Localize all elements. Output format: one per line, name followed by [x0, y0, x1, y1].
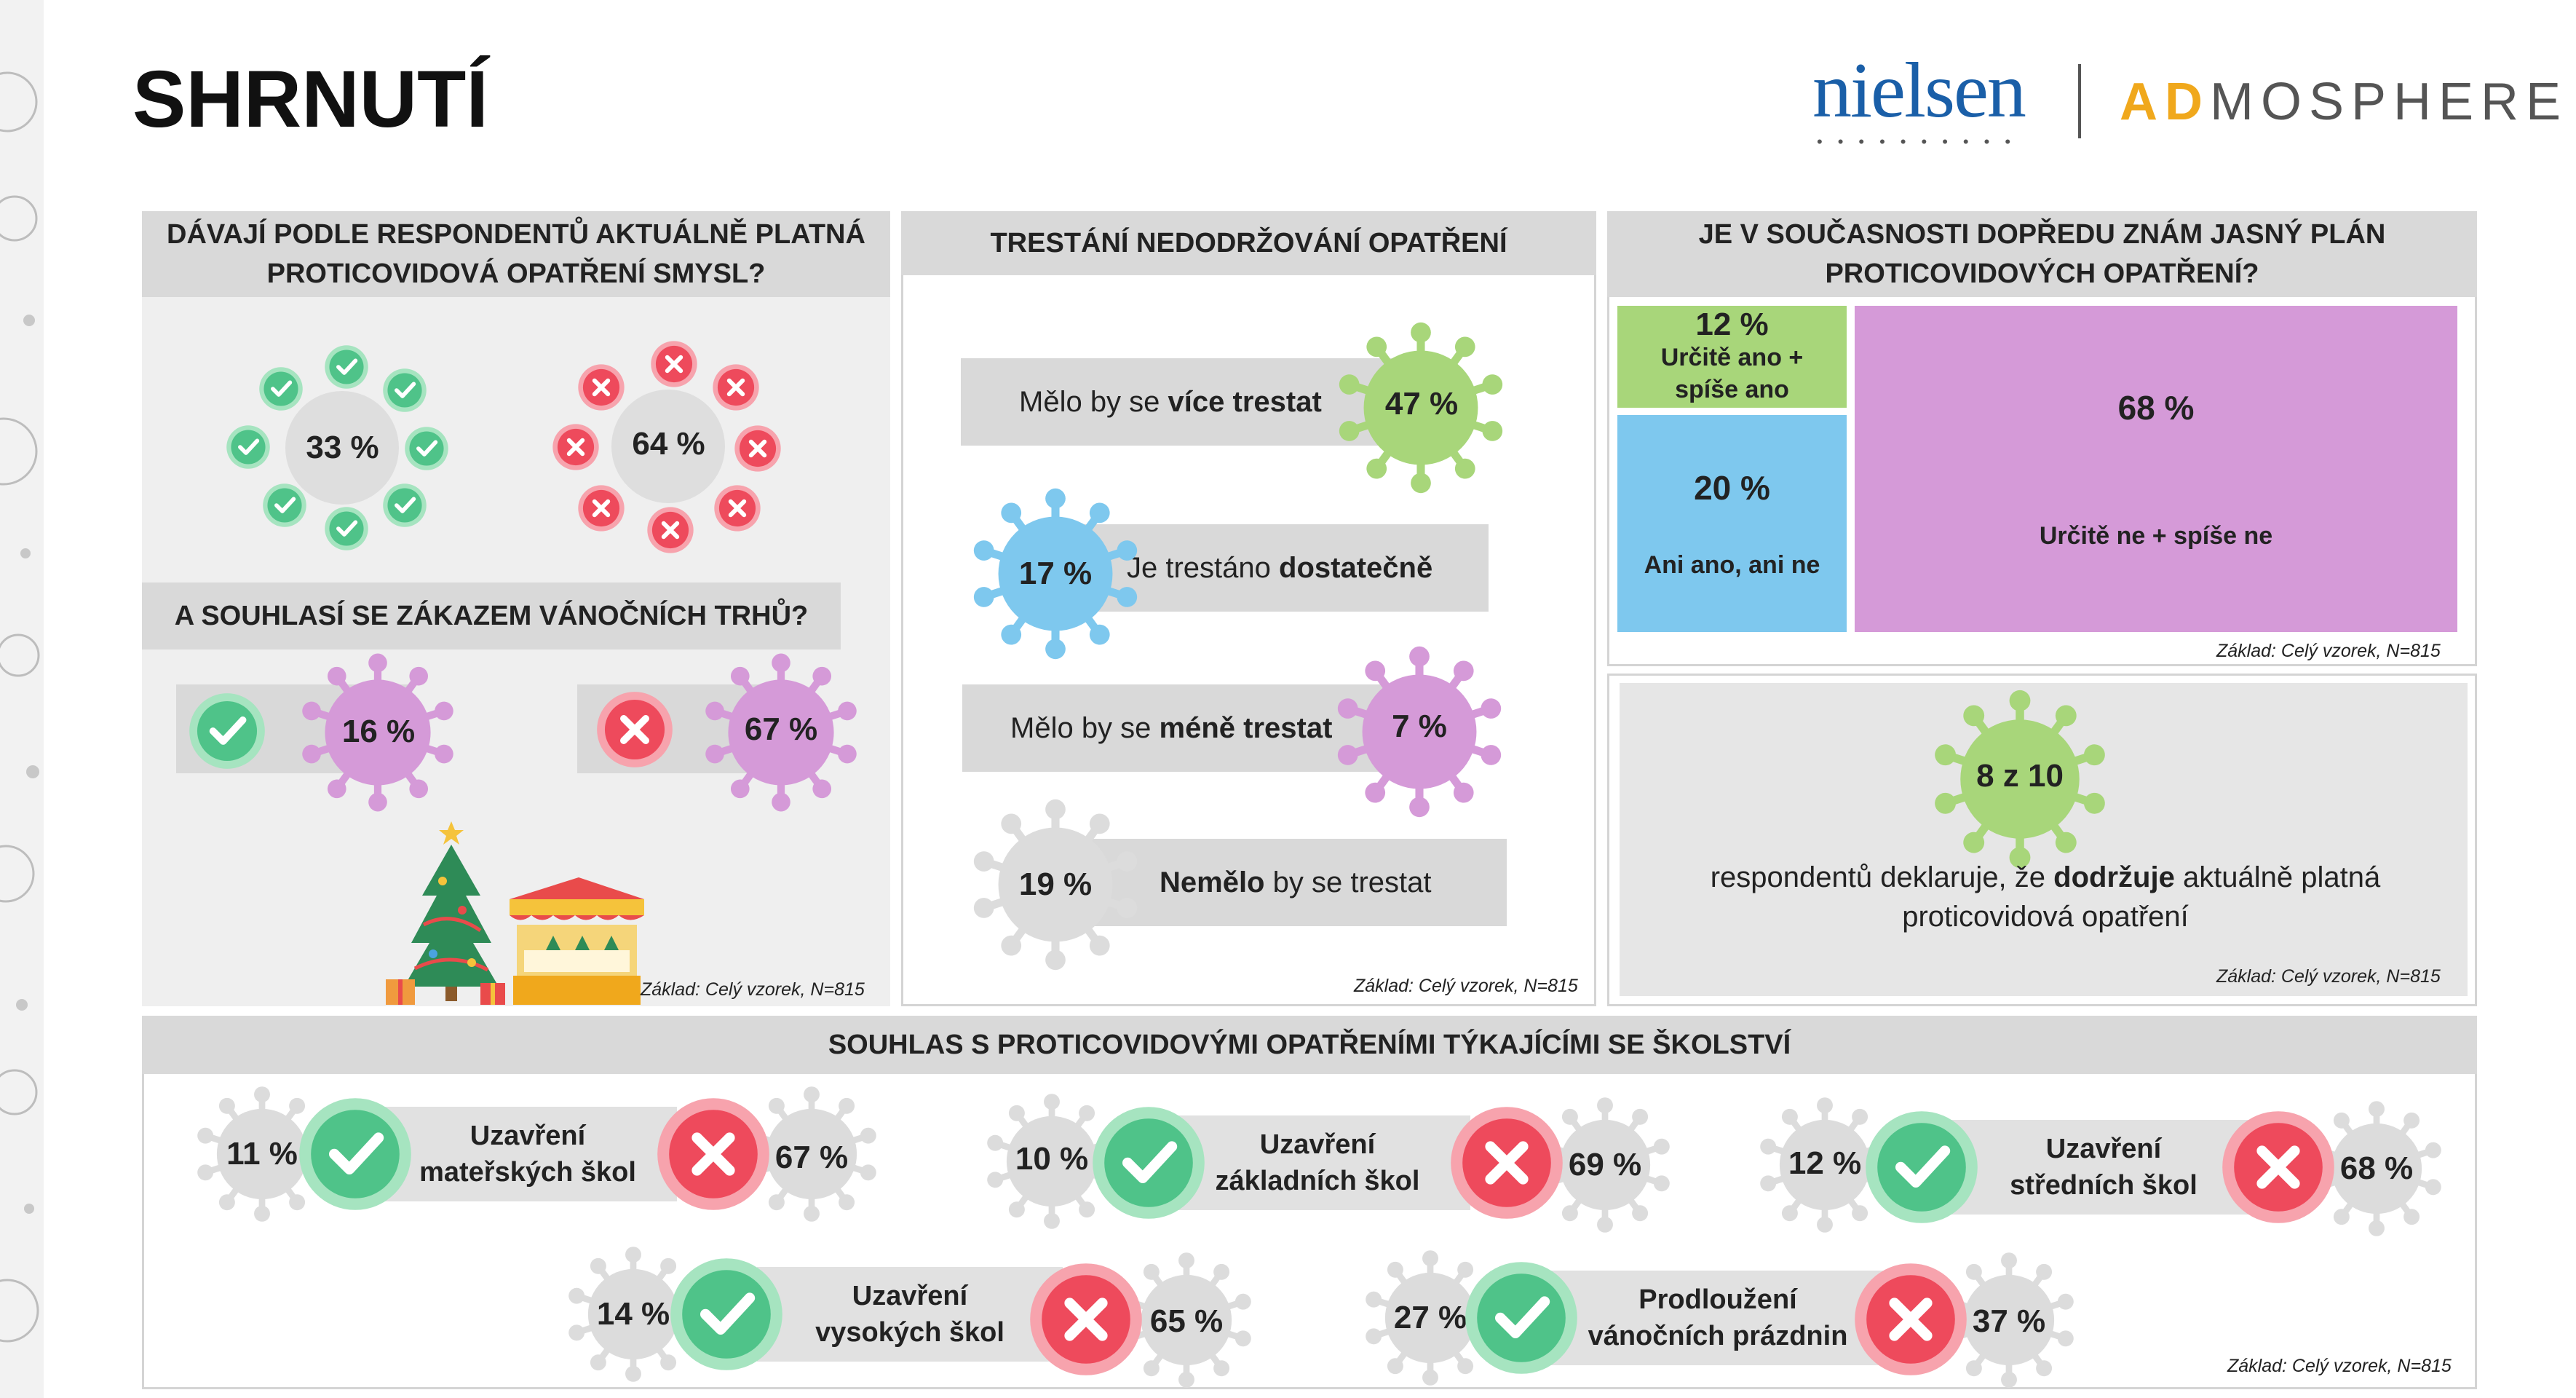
school-5-bar: Prodloužení vánočních prázdnin [1550, 1271, 1885, 1365]
punish-row-1-pre: Mělo by se [1019, 385, 1168, 418]
sense-no-value: 64 % [632, 426, 705, 462]
plan-yes-cell: 12 % Určitě ano + spíše ano [1617, 306, 1847, 408]
comply-text-bold: dodržuje [2053, 861, 2175, 893]
plan-neutral-value: 20 % [1694, 468, 1770, 507]
comply-text-pre: respondentů deklaruje, že [1710, 861, 2054, 893]
school-2-bar: Uzavření základních škol [1165, 1115, 1470, 1210]
close-icon [1028, 1261, 1144, 1378]
panel-xmas-title: A SOUHLASÍ SE ZÁKAZEM VÁNOČNÍCH TRHŮ? [142, 582, 841, 649]
punish-row-3-bar: Mělo by se méně trestat [962, 684, 1414, 772]
school-4-yes-value: 14 % [596, 1296, 670, 1332]
school-3-yes-value: 12 % [1788, 1145, 1862, 1181]
sense-no-center [611, 390, 725, 503]
school-5-line2: vánočních prázdnin [1588, 1321, 1848, 1351]
school-1-no-value: 67 % [774, 1140, 849, 1175]
panel-xmas-footnote: Základ: Celý vzorek, N=815 [641, 979, 865, 1000]
sense-yes-center [285, 391, 399, 505]
school-1-line1: Uzavření [469, 1121, 586, 1151]
plan-no-label: Určitě ne + spíše ne [2039, 521, 2273, 550]
close-icon [1852, 1261, 1969, 1378]
xmas-no-value: 67 % [744, 711, 818, 747]
sense-no-ring [544, 331, 792, 564]
plan-yes-label: Určitě ano + spíše ano [1660, 344, 1804, 403]
check-icon [668, 1256, 785, 1373]
school-5-no-value: 37 % [1972, 1303, 2046, 1339]
sense-yes-ring [218, 331, 466, 564]
panel-school-footnote: Základ: Celý vzorek, N=815 [2227, 1356, 2452, 1376]
punish-row-1-value: 47 % [1384, 386, 1459, 422]
punish-row-4-bold: Nemělo [1160, 866, 1265, 899]
panel-punish-title: TRESTÁNÍ NEDODRŽOVÁNÍ OPATŘENÍ [901, 211, 1596, 275]
sense-yes-value: 33 % [306, 430, 379, 465]
school-3-line1: Uzavření [2045, 1134, 2162, 1164]
punish-row-4-post: by se trestat [1264, 866, 1432, 899]
punish-row-3-value: 7 % [1392, 708, 1447, 744]
check-icon [1863, 1109, 1980, 1225]
plan-no-value: 68 % [2117, 388, 2195, 427]
school-1-line2: mateřských škol [419, 1157, 636, 1188]
comply-text: respondentů deklaruje, že dodržuje aktuá… [1674, 858, 2417, 936]
school-4-bar: Uzavření vysokých škol [757, 1267, 1063, 1362]
punish-row-2-value: 17 % [1018, 556, 1093, 591]
school-2-line2: základních škol [1215, 1166, 1420, 1196]
panel-plan-footnote: Základ: Celý vzorek, N=815 [2216, 641, 2441, 661]
punish-row-3-pre: Mělo by se [1010, 711, 1160, 744]
punish-row-1-bold: více trestat [1168, 385, 1322, 418]
panel-comply-footnote: Základ: Celý vzorek, N=815 [2216, 966, 2441, 987]
check-icon [1090, 1105, 1207, 1221]
school-4-line2: vysokých škol [815, 1317, 1004, 1348]
logo-divider [2078, 64, 2081, 138]
school-2-line1: Uzavření [1259, 1129, 1376, 1160]
school-3-no-value: 68 % [2339, 1150, 2414, 1186]
check-icon [1463, 1260, 1580, 1376]
punish-row-2-bar: Je trestáno dostatečně [1077, 524, 1489, 612]
christmas-market-illustration [386, 821, 644, 1005]
nielsen-logo: nielsen •••••••••• [1812, 47, 2045, 151]
nielsen-dots-icon: •••••••••• [1817, 133, 2026, 151]
school-3-line2: středních škol [2010, 1170, 2197, 1201]
panel-punish-footnote: Základ: Celý vzorek, N=815 [1354, 976, 1578, 996]
punish-row-3-bold: méně trestat [1159, 711, 1333, 744]
page-title: SHRNUTÍ [132, 55, 488, 144]
school-2-yes-value: 10 % [1015, 1141, 1089, 1177]
close-icon [655, 1096, 772, 1212]
plan-no-cell: 68 % Určitě ne + spíše ne [1855, 306, 2457, 632]
punish-row-2-pre: Je trestáno [1127, 551, 1280, 584]
close-icon [2220, 1109, 2337, 1225]
plan-neutral-cell: 20 % Ani ano, ani ne [1617, 415, 1847, 632]
comply-text-post: aktuálně platná proticovidová opatření [1902, 861, 2389, 933]
school-1-bar: Uzavření mateřských škol [379, 1107, 677, 1201]
nielsen-wordmark: nielsen [1812, 47, 2026, 134]
admosphere-rest: MOSPHERE [2210, 73, 2569, 131]
panel-sense-title: DÁVAJÍ PODLE RESPONDENTŮ AKTUÁLNĚ PLATNÁ… [142, 211, 890, 297]
close-icon [595, 690, 674, 769]
school-4-no-value: 65 % [1149, 1303, 1224, 1339]
xmas-yes-value: 16 % [341, 714, 416, 749]
close-icon [1448, 1105, 1565, 1221]
punish-row-4-bar: Nemělo by se trestat [1081, 839, 1507, 926]
punish-row-4-value: 19 % [1018, 866, 1093, 902]
check-icon [297, 1096, 413, 1212]
comply-value: 8 z 10 [1976, 758, 2064, 794]
panel-school-title: SOUHLAS S PROTICOVIDOVÝMI OPATŘENÍMI TÝK… [142, 1016, 2477, 1074]
decorative-left-edge [0, 0, 44, 1398]
school-3-bar: Uzavření středních škol [1951, 1120, 2256, 1215]
admosphere-logo: ADMOSPHERE [2120, 69, 2568, 135]
school-1-yes-value: 11 % [226, 1136, 298, 1172]
school-5-line1: Prodloužení [1638, 1284, 1797, 1315]
panel-plan-title: JE V SOUČASNOSTI DOPŘEDU ZNÁM JASNÝ PLÁN… [1607, 211, 2477, 297]
plan-yes-value: 12 % [1695, 307, 1769, 342]
punish-row-2-bold: dostatečně [1279, 551, 1433, 584]
school-2-no-value: 69 % [1568, 1147, 1642, 1182]
school-5-yes-value: 27 % [1393, 1300, 1467, 1335]
check-icon [188, 692, 266, 770]
punish-row-1-bar: Mělo by se více trestat [961, 358, 1412, 446]
plan-neutral-label: Ani ano, ani ne [1644, 550, 1820, 579]
school-4-line1: Uzavření [852, 1281, 968, 1311]
admosphere-ad: AD [2120, 73, 2210, 131]
